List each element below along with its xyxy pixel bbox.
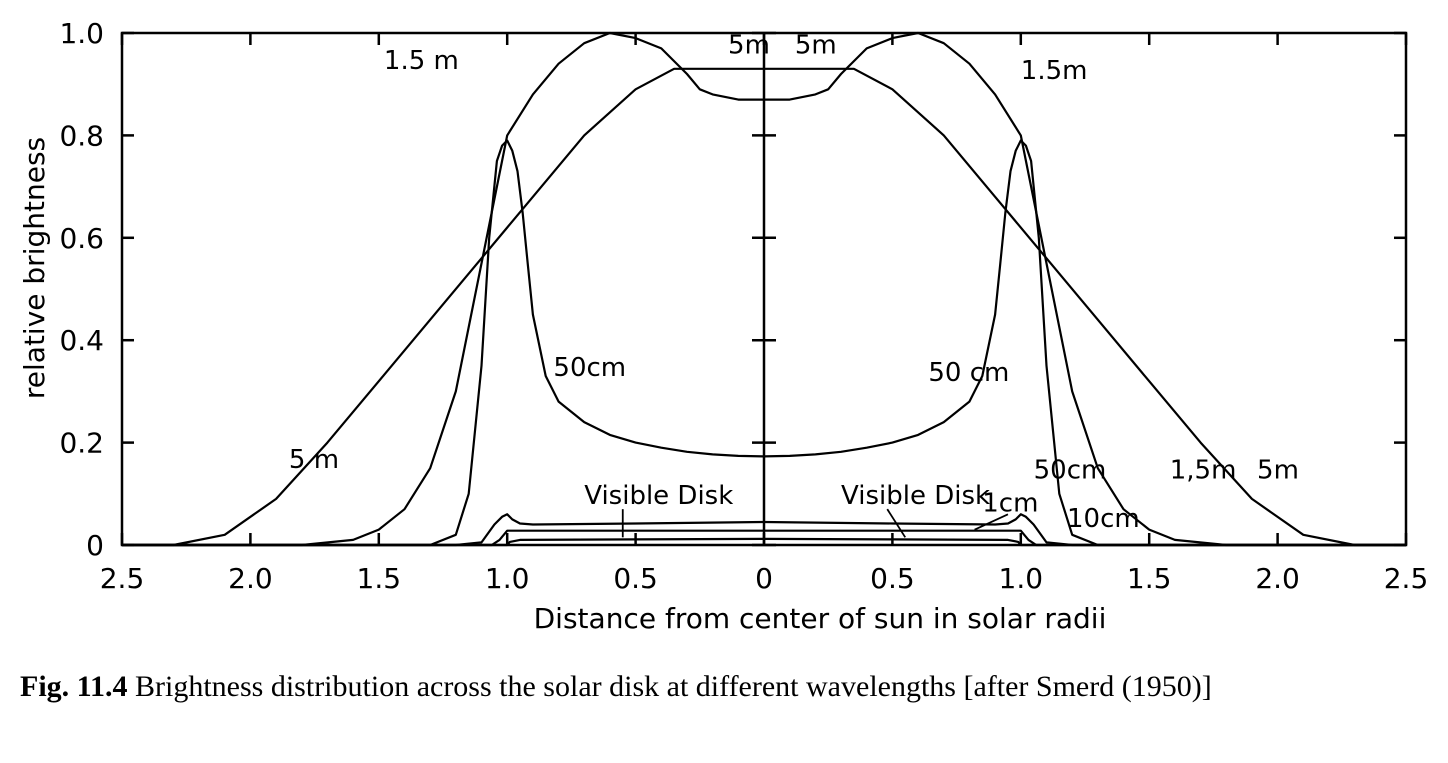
series-lines	[122, 31, 1406, 547]
y-axis-title: relative brightness	[18, 137, 51, 399]
curve-label: 5m	[728, 30, 770, 60]
series-line-1cm	[122, 529, 1406, 547]
x-tick-label: 1.0	[485, 562, 530, 595]
curve-label: 50cm	[1034, 455, 1107, 485]
x-tick-label: 1.5	[1127, 562, 1172, 595]
curve-labels: 1.5 m 5m 5m 1.5m 50cm 50 cm 5 m 50cm 1,5m 5m Visib…	[289, 30, 1299, 538]
series-line-1-5m	[122, 31, 1406, 547]
y-tick-label: 0.6	[59, 222, 104, 255]
series-line-50cm	[122, 139, 1406, 547]
curve-label: Visible Disk	[584, 481, 733, 511]
curve-label: 1,5m	[1170, 455, 1237, 485]
curve-label: Visible Disk	[841, 481, 990, 511]
x-axis-title: Distance from center of sun in solar rad…	[534, 602, 1107, 635]
x-tick-label: 2.5	[100, 562, 145, 595]
figure-caption: Fig. 11.4 Brightness distribution across…	[20, 668, 1432, 706]
label-leader-line	[974, 513, 1009, 531]
series-line-10cm	[122, 513, 1406, 547]
y-tick-label: 1.0	[59, 17, 104, 50]
curve-label: 50 cm	[928, 358, 1009, 388]
figure-number: Fig. 11.4	[20, 670, 128, 703]
x-tick-label: 2.0	[1255, 562, 1300, 595]
caption-text: Brightness distribution across the solar…	[135, 670, 1212, 703]
curve-label: 5m	[1257, 455, 1299, 485]
x-tick-label: 0.5	[870, 562, 915, 595]
curve-label: 1.5 m	[384, 46, 459, 76]
brightness-chart: 2.5 2.0 1.5 1.0 0.5 0 0.5 1.0 1.5 2.0 2.500.20.40.…	[18, 17, 1428, 635]
x-tick-label: 0	[755, 562, 773, 595]
series-line-visible-disk	[122, 537, 1406, 547]
y-tick-label: 0.8	[59, 119, 104, 152]
x-tick-label: 0.5	[613, 562, 658, 595]
x-tick-label: 1.0	[999, 562, 1044, 595]
curve-label: 1.5m	[1021, 56, 1088, 86]
label-leader-line	[886, 508, 906, 538]
x-tick-label: 1.5	[357, 562, 402, 595]
curve-label: 5 m	[289, 445, 339, 475]
series-line-5m	[122, 67, 1406, 547]
curve-label: 5m	[795, 30, 837, 60]
curve-label: 10cm	[1067, 504, 1140, 534]
y-tick-label: 0.4	[59, 324, 104, 357]
axis-ticks: 2.5 2.0 1.5 1.0 0.5 0 0.5 1.0 1.5 2.0 2.500.20.40.…	[59, 17, 1428, 595]
curve-label: 1cm	[982, 489, 1038, 519]
curve-label: 50cm	[553, 353, 626, 383]
x-tick-label: 2.0	[228, 562, 273, 595]
y-tick-label: 0.2	[59, 427, 104, 460]
x-tick-label: 2.5	[1384, 562, 1429, 595]
y-tick-label: 0	[86, 529, 104, 562]
